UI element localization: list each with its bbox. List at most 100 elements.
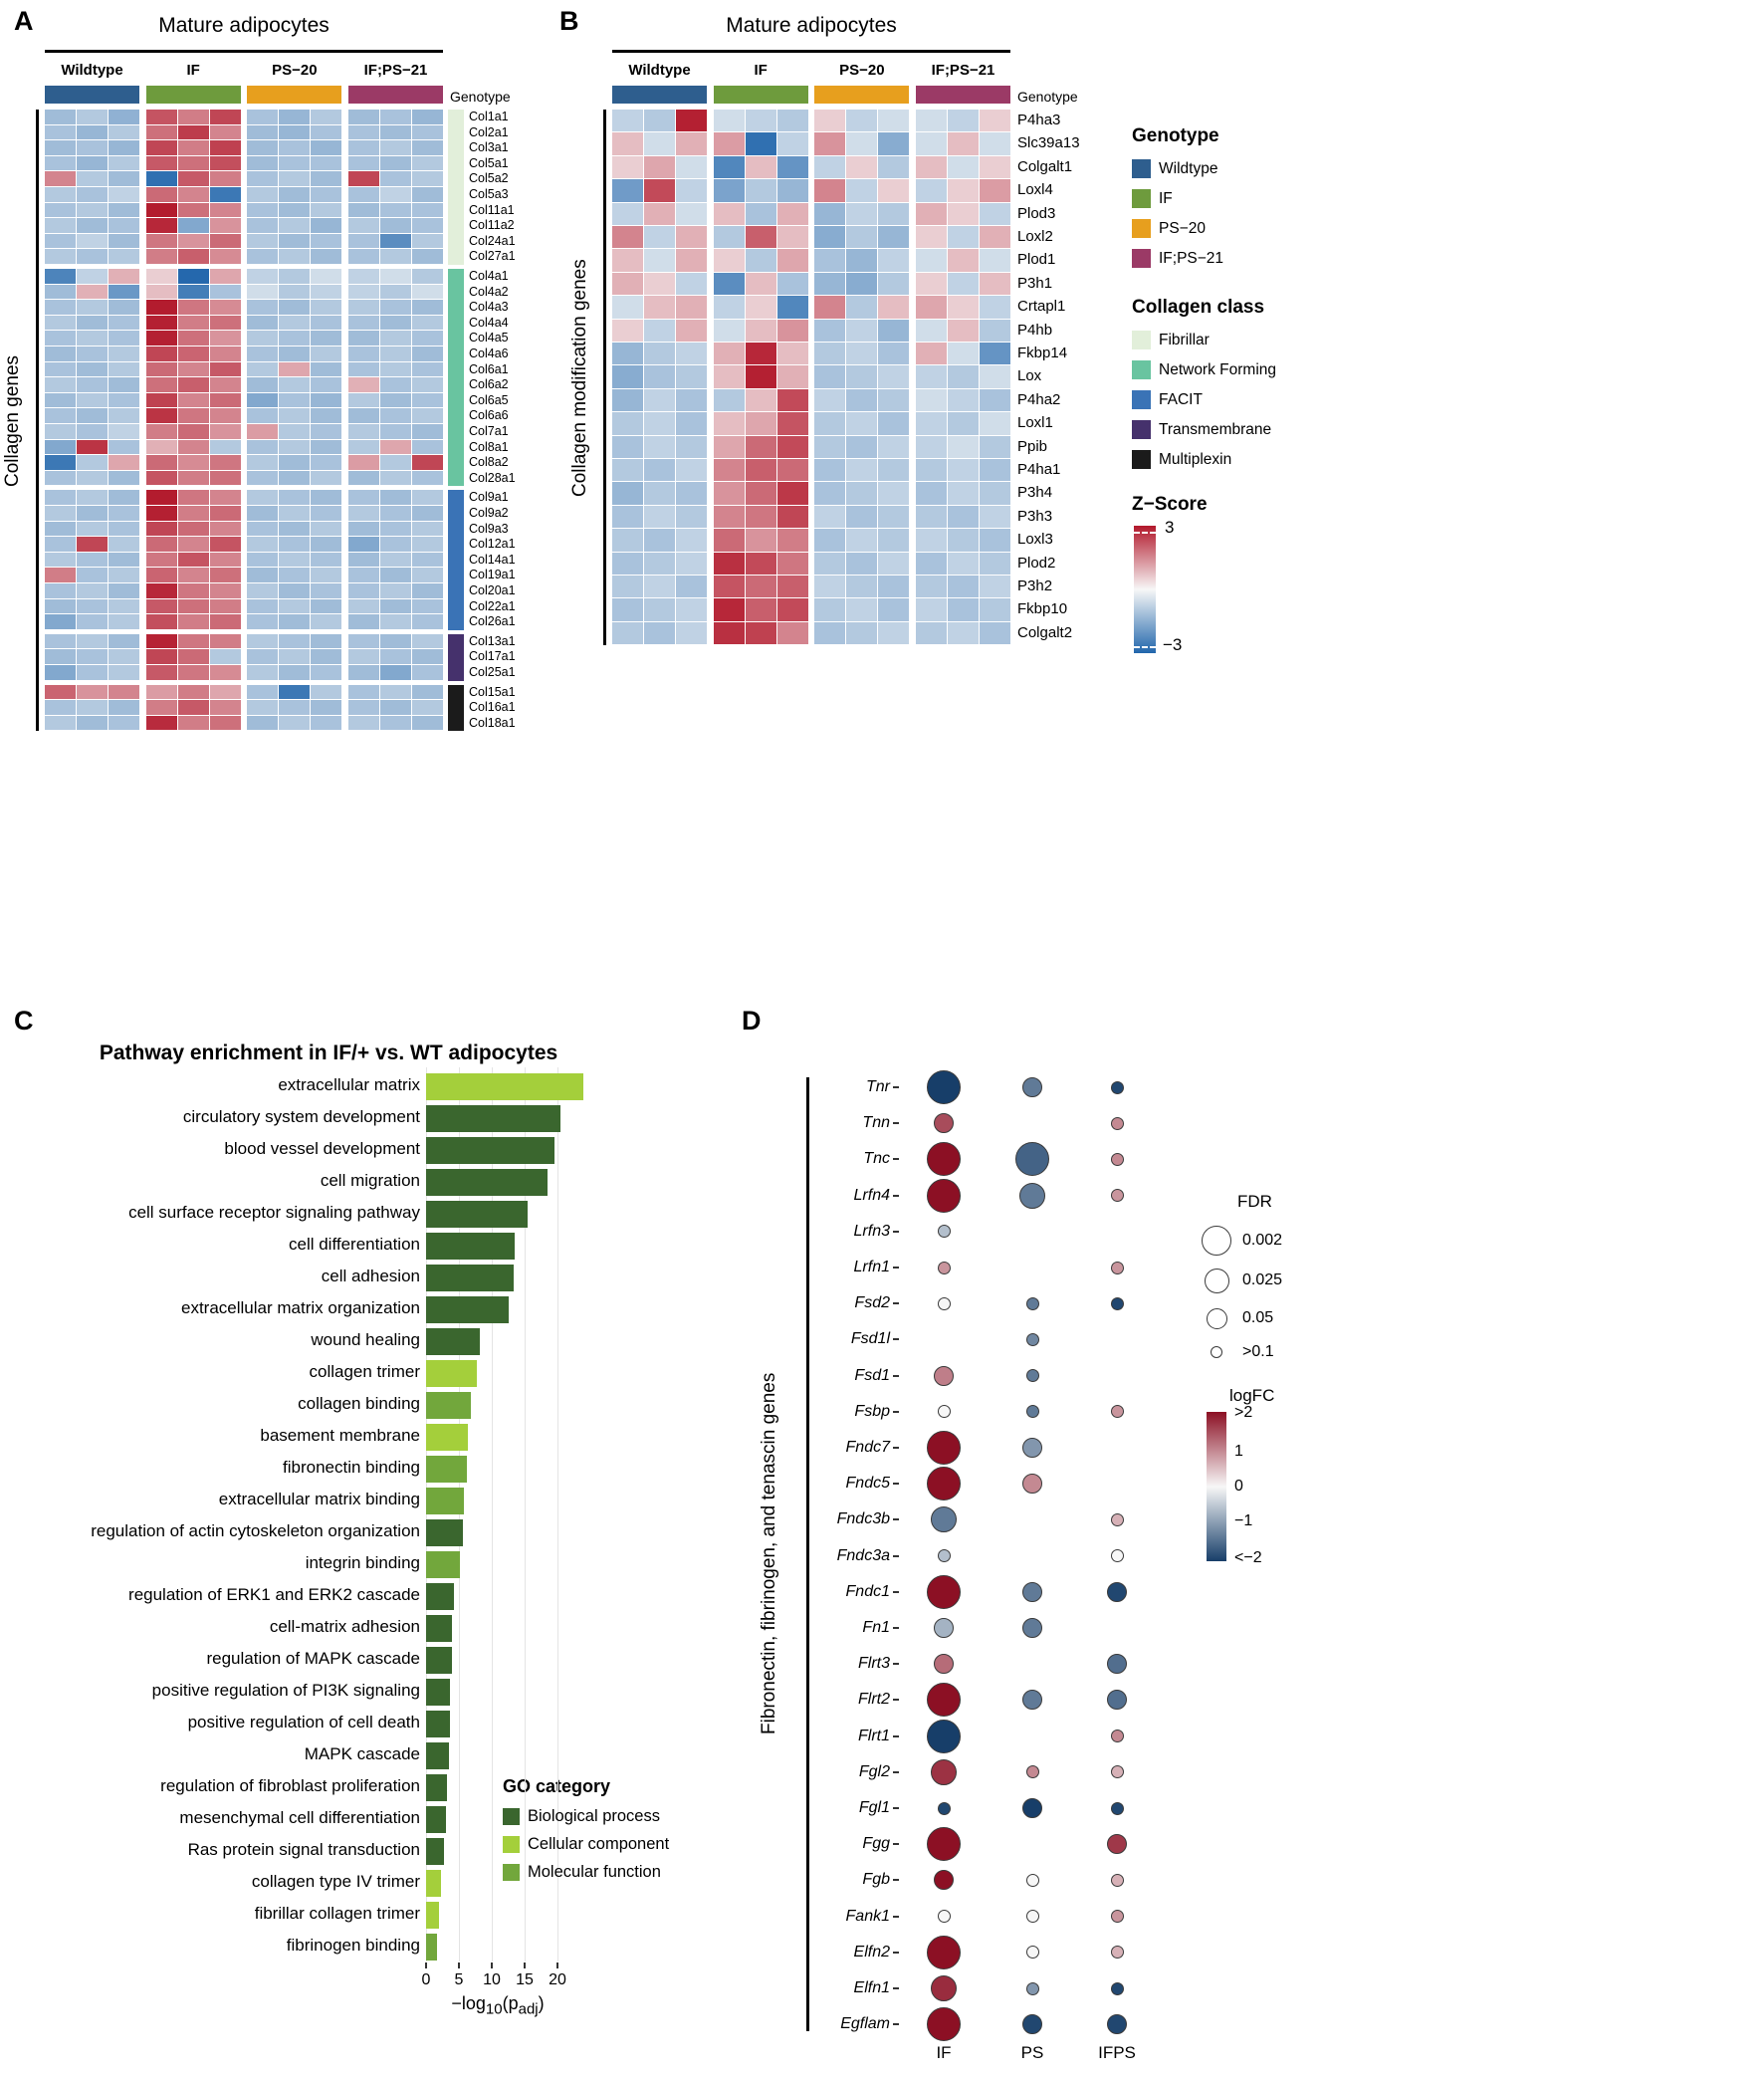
- dot: [937, 1261, 951, 1274]
- heatmap-cell: [145, 300, 177, 315]
- dot: [1022, 1581, 1042, 1602]
- heatmap-cell: [846, 132, 878, 155]
- collagen-class-strip: [448, 490, 464, 630]
- bar-category-label: circulatory system development: [182, 1107, 420, 1126]
- heatmap-cell: [177, 249, 209, 264]
- heatmap-row-label: Plod2: [1017, 554, 1056, 572]
- gene-axis-tick: [893, 1627, 899, 1629]
- heatmap-row-label: Col13a1: [469, 633, 516, 648]
- bar-category-label: regulation of fibroblast proliferation: [160, 1776, 420, 1795]
- heatmap-cell: [348, 506, 379, 521]
- heatmap-cell: [412, 665, 443, 680]
- heatmap-row-label: Col5a3: [469, 187, 509, 201]
- heatmap-cell: [776, 272, 808, 296]
- heatmap-cell: [814, 319, 846, 342]
- heatmap-cell: [177, 521, 209, 537]
- heatmap-row-label: P4hb: [1017, 321, 1053, 339]
- heatmap-cell: [412, 700, 443, 715]
- heatmap-cell: [878, 621, 910, 645]
- heatmap-cell: [209, 110, 241, 124]
- heatmap-row-label: Col25a1: [469, 665, 516, 679]
- gene-axis-tick: [893, 1483, 899, 1486]
- heatmap-cell: [776, 132, 808, 155]
- heatmap-cell: [745, 621, 776, 645]
- heatmap-cell: [612, 155, 643, 179]
- heatmap-cell: [380, 331, 411, 346]
- heatmap-cell: [380, 140, 411, 155]
- heatmap-cell: [279, 140, 311, 155]
- gene-axis-tick: [893, 1699, 899, 1702]
- bar-category-label: extracellular matrix organization: [181, 1298, 420, 1317]
- heatmap-cell: [45, 715, 76, 731]
- heatmap-cell: [980, 412, 1010, 435]
- genotype-color-bar: [916, 86, 1010, 104]
- heatmap-cell: [814, 482, 846, 505]
- heatmap-cell: [644, 412, 675, 435]
- gene-axis-label: Tnr: [866, 1078, 890, 1095]
- heatmap-cell: [412, 614, 443, 629]
- heatmap-cell: [644, 226, 675, 249]
- heatmap-cell: [279, 455, 311, 470]
- heatmap-cell: [713, 505, 745, 529]
- heatmap-cell: [412, 124, 443, 140]
- heatmap-cell: [380, 470, 411, 486]
- heatmap-cell: [145, 315, 177, 331]
- heatmap-cell: [644, 343, 675, 365]
- heatmap-cell: [311, 300, 342, 315]
- heatmap-cell: [77, 506, 108, 521]
- heatmap-cell: [209, 408, 241, 423]
- heatmap-cell: [279, 377, 311, 392]
- heatmap-cell: [247, 300, 279, 315]
- heatmap-cell: [77, 614, 108, 629]
- heatmap-cell: [77, 552, 108, 568]
- heatmap-cell: [713, 482, 745, 505]
- dot: [1110, 1189, 1124, 1203]
- heatmap-cell: [348, 583, 379, 598]
- heatmap-cell: [846, 202, 878, 225]
- dot: [927, 1574, 961, 1609]
- heatmap-cell: [45, 665, 76, 680]
- bar-category-label: regulation of ERK1 and ERK2 cascade: [128, 1585, 420, 1604]
- gene-axis-label: Fsd1: [854, 1366, 890, 1384]
- dot: [1110, 1549, 1124, 1563]
- heatmap-cell: [916, 529, 947, 552]
- gene-axis-label: Fgb: [862, 1871, 890, 1889]
- heatmap-cell: [209, 284, 241, 300]
- heatmap-cell: [45, 331, 76, 346]
- heatmap-cell: [311, 598, 342, 614]
- heatmap-cell: [177, 284, 209, 300]
- heatmap-row-label: Col26a1: [469, 614, 516, 629]
- gene-axis-label: Flrt1: [858, 1727, 890, 1744]
- heatmap-cell: [412, 537, 443, 552]
- heatmap-cell: [247, 377, 279, 392]
- heatmap-cell: [980, 365, 1010, 388]
- bar: [426, 1360, 478, 1387]
- heatmap-cell: [177, 408, 209, 423]
- bar: [426, 1392, 471, 1419]
- heatmap-cell: [279, 490, 311, 505]
- heatmap-cell: [279, 506, 311, 521]
- bar: [426, 1583, 454, 1610]
- dot: [1110, 1405, 1124, 1419]
- heatmap-cell: [77, 284, 108, 300]
- gene-axis-label: Fgl1: [858, 1799, 890, 1816]
- heatmap-cell: [878, 388, 910, 412]
- heatmap-cell: [846, 388, 878, 412]
- dot: [927, 1070, 961, 1104]
- heatmap-cell: [380, 187, 411, 202]
- x-axis-tick-label: 5: [454, 1971, 464, 1988]
- heatmap-cell: [77, 233, 108, 249]
- heatmap-row-label: Col6a2: [469, 377, 509, 392]
- heatmap-cell: [380, 346, 411, 361]
- heatmap-cell: [145, 424, 177, 439]
- dot: [1110, 1730, 1124, 1743]
- dot: [927, 1935, 961, 1969]
- heatmap-cell: [676, 435, 707, 458]
- heatmap-cell: [45, 424, 76, 439]
- heatmap-cell: [776, 319, 808, 342]
- heatmap-cell: [311, 124, 342, 140]
- heatmap-cell: [45, 377, 76, 392]
- heatmap-cell: [846, 435, 878, 458]
- heatmap-cell: [109, 300, 139, 315]
- heatmap-cell: [980, 272, 1010, 296]
